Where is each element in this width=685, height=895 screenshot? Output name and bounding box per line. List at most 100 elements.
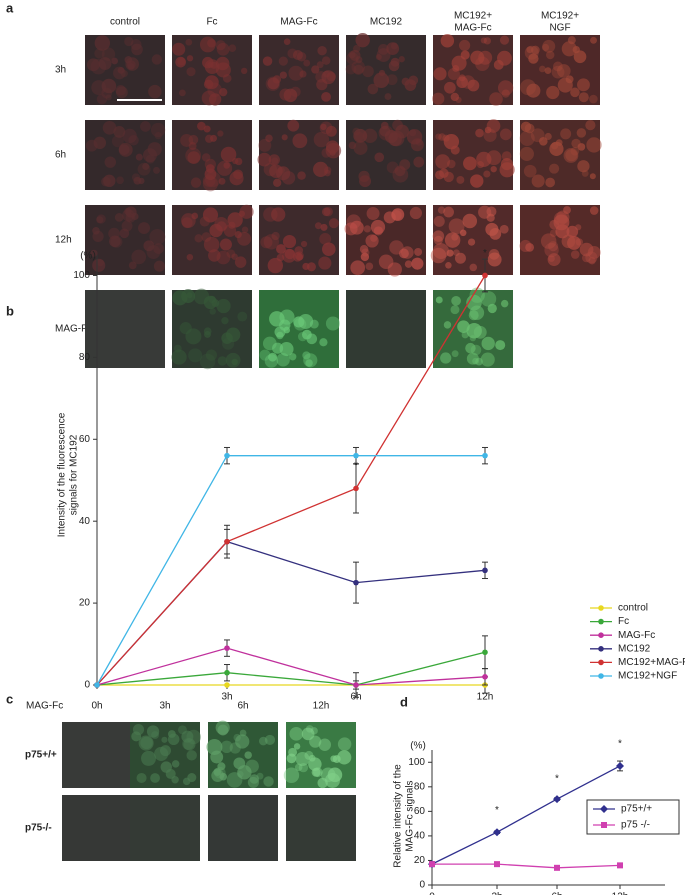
cell <box>96 216 104 224</box>
cell <box>209 223 223 238</box>
cell <box>306 262 316 272</box>
cell <box>318 738 332 751</box>
cell <box>259 736 268 746</box>
micrograph <box>259 35 339 105</box>
cell <box>221 332 233 344</box>
cell <box>201 153 211 162</box>
micrograph <box>206 720 278 789</box>
cell <box>171 760 180 768</box>
cell <box>465 342 476 354</box>
cell <box>276 166 291 181</box>
cell <box>237 311 248 322</box>
cell <box>273 178 282 187</box>
cell <box>180 134 194 147</box>
cell <box>301 727 315 741</box>
cell <box>185 147 202 164</box>
micrograph-bg <box>346 290 426 368</box>
cell <box>151 54 163 65</box>
cell <box>409 206 423 220</box>
cell <box>153 166 160 174</box>
cell <box>194 234 203 243</box>
cell <box>435 133 442 140</box>
cell <box>480 352 495 367</box>
cell <box>233 757 246 770</box>
cell <box>237 770 244 778</box>
x-tick-label: 3h <box>221 692 232 703</box>
cell <box>220 146 237 163</box>
cell <box>104 156 117 168</box>
cell <box>217 762 226 771</box>
cell <box>444 81 456 94</box>
micrograph <box>520 35 600 105</box>
micrograph <box>430 205 513 275</box>
micrograph <box>259 290 340 368</box>
cell <box>573 50 587 64</box>
cell <box>128 135 139 146</box>
cell <box>409 129 417 137</box>
cell <box>485 222 499 236</box>
marker <box>482 452 488 459</box>
cell <box>268 154 280 166</box>
micrograph <box>283 722 356 789</box>
cell <box>323 166 332 174</box>
cell <box>557 77 573 93</box>
cell <box>353 128 368 143</box>
micrograph <box>85 205 166 275</box>
y-tick-label: 100 <box>73 270 90 281</box>
cell <box>578 92 589 103</box>
y-tick-label: 80 <box>414 781 426 792</box>
cell <box>105 94 112 101</box>
cell <box>226 249 236 259</box>
cell <box>259 349 271 361</box>
row-label: 12h <box>55 235 72 246</box>
cell <box>216 250 231 265</box>
cell <box>379 125 391 137</box>
cell <box>541 43 550 52</box>
cell <box>264 734 276 745</box>
column-header: MC192 <box>370 17 403 28</box>
marker <box>353 682 359 688</box>
micrograph-bg <box>286 795 356 861</box>
panel-label: d <box>400 694 408 709</box>
cell <box>223 162 231 169</box>
cell <box>231 253 238 260</box>
cell <box>209 308 216 315</box>
cell <box>546 50 555 60</box>
cell <box>185 328 202 345</box>
cell <box>260 236 273 249</box>
cell <box>294 251 304 261</box>
column-header: MC192+ <box>454 11 492 22</box>
cell <box>459 39 471 52</box>
cell <box>146 725 160 738</box>
legend-label: p75+/+ <box>621 804 652 815</box>
cell <box>440 34 455 48</box>
cell <box>279 342 294 357</box>
cell <box>288 65 304 81</box>
cell <box>444 232 461 248</box>
cell <box>181 217 193 229</box>
cell <box>531 45 540 55</box>
cell <box>570 87 580 98</box>
cell <box>302 262 310 271</box>
cell <box>138 222 151 235</box>
marker <box>224 452 230 459</box>
cell <box>172 42 186 56</box>
cell <box>432 92 445 105</box>
marker <box>600 805 608 813</box>
marker <box>482 272 488 279</box>
cell <box>111 57 119 65</box>
cell <box>567 36 576 45</box>
marker <box>617 862 623 869</box>
micrograph <box>172 35 252 106</box>
cell <box>121 220 133 232</box>
cell <box>128 261 137 270</box>
cell <box>475 128 484 138</box>
micrograph <box>208 795 278 861</box>
cell <box>271 231 280 241</box>
cell <box>153 243 164 254</box>
cell <box>337 737 352 751</box>
cell <box>131 249 147 265</box>
cell <box>475 357 483 366</box>
micrograph <box>171 288 252 370</box>
cell <box>271 157 279 165</box>
